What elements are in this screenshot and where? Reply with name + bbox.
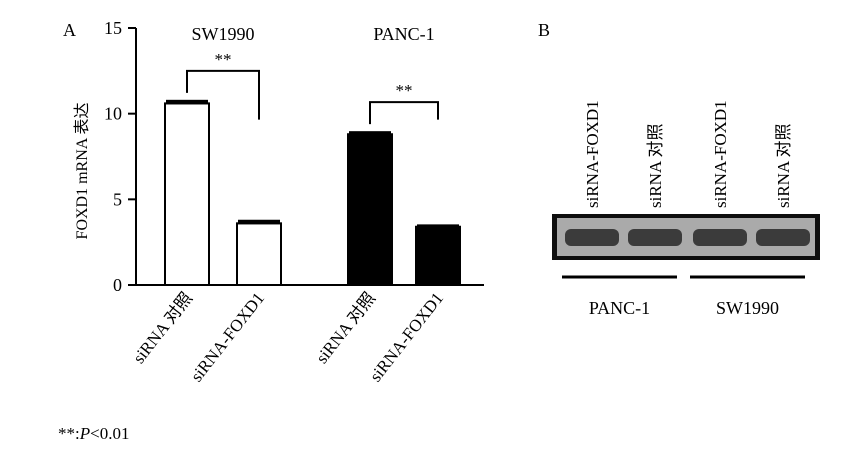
error-bar — [417, 224, 459, 228]
significance-bracket — [186, 69, 260, 120]
y-tick-label: 5 — [113, 189, 122, 209]
lane-label: siRNA 对照 — [646, 123, 665, 208]
y-tick-label: 10 — [104, 104, 122, 124]
lane-label: siRNA-FOXD1 — [711, 100, 730, 208]
gel-band — [693, 229, 747, 246]
panel-a-label: A — [63, 20, 76, 40]
lane-group-label: SW1990 — [716, 298, 779, 318]
footnote-stars: ** — [58, 424, 75, 443]
group-title: SW1990 — [192, 24, 255, 44]
error-bar — [238, 219, 280, 225]
error-bar — [349, 131, 391, 136]
y-tick-label: 0 — [113, 275, 122, 295]
gel-band — [756, 229, 810, 246]
group-title: PANC-1 — [373, 24, 434, 44]
lane-label: siRNA-FOXD1 — [583, 100, 602, 208]
gel-band — [565, 229, 619, 246]
lane-group-label: PANC-1 — [589, 298, 650, 318]
footnote-threshold: <0.01 — [90, 424, 130, 443]
bar — [236, 222, 282, 287]
x-tick-label: siRNA-FOXD1 — [187, 289, 268, 386]
x-tick-label: siRNA 对照 — [312, 289, 379, 367]
significance-bracket — [369, 101, 439, 125]
x-tick-label: siRNA 对照 — [129, 289, 196, 367]
footnote: **:P<0.01 — [58, 424, 129, 444]
x-tick-label: siRNA-FOXD1 — [366, 289, 447, 386]
bar — [347, 133, 393, 286]
lane-label: siRNA 对照 — [774, 123, 793, 208]
footnote-sep: : — [75, 424, 80, 443]
gel-band — [628, 229, 682, 246]
significance-stars: ** — [215, 50, 232, 69]
y-tick-label: 15 — [104, 18, 122, 38]
panel-b-label: B — [538, 20, 550, 40]
y-axis-label: FOXD1 mRNA 表达 — [73, 103, 91, 240]
bar — [164, 102, 210, 286]
significance-stars: ** — [396, 81, 413, 100]
footnote-p: P — [79, 424, 91, 443]
error-bar — [166, 99, 208, 105]
bar — [415, 225, 461, 287]
